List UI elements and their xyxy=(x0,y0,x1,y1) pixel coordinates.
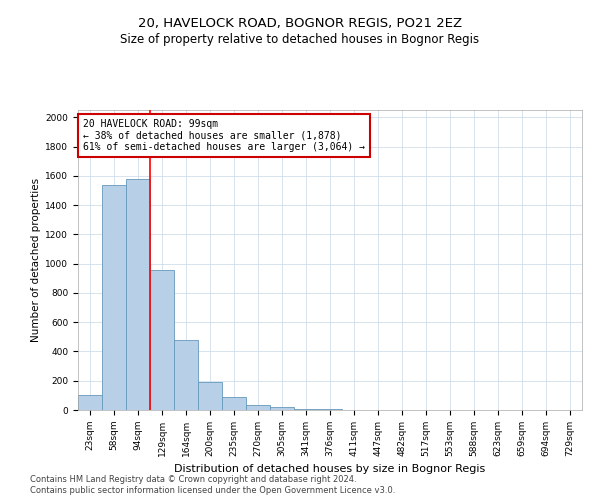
Bar xyxy=(294,408,318,410)
Bar xyxy=(126,179,150,410)
Text: Size of property relative to detached houses in Bognor Regis: Size of property relative to detached ho… xyxy=(121,32,479,46)
X-axis label: Distribution of detached houses by size in Bognor Regis: Distribution of detached houses by size … xyxy=(175,464,485,474)
Bar xyxy=(174,340,198,410)
Bar xyxy=(222,397,246,410)
Text: Contains HM Land Registry data © Crown copyright and database right 2024.: Contains HM Land Registry data © Crown c… xyxy=(30,475,356,484)
Bar xyxy=(150,270,174,410)
Text: Contains public sector information licensed under the Open Government Licence v3: Contains public sector information licen… xyxy=(30,486,395,495)
Text: 20 HAVELOCK ROAD: 99sqm
← 38% of detached houses are smaller (1,878)
61% of semi: 20 HAVELOCK ROAD: 99sqm ← 38% of detache… xyxy=(83,119,365,152)
Bar xyxy=(102,184,126,410)
Y-axis label: Number of detached properties: Number of detached properties xyxy=(31,178,41,342)
Text: 20, HAVELOCK ROAD, BOGNOR REGIS, PO21 2EZ: 20, HAVELOCK ROAD, BOGNOR REGIS, PO21 2E… xyxy=(138,18,462,30)
Bar xyxy=(78,396,102,410)
Bar xyxy=(198,382,222,410)
Bar xyxy=(270,407,294,410)
Bar xyxy=(246,405,270,410)
